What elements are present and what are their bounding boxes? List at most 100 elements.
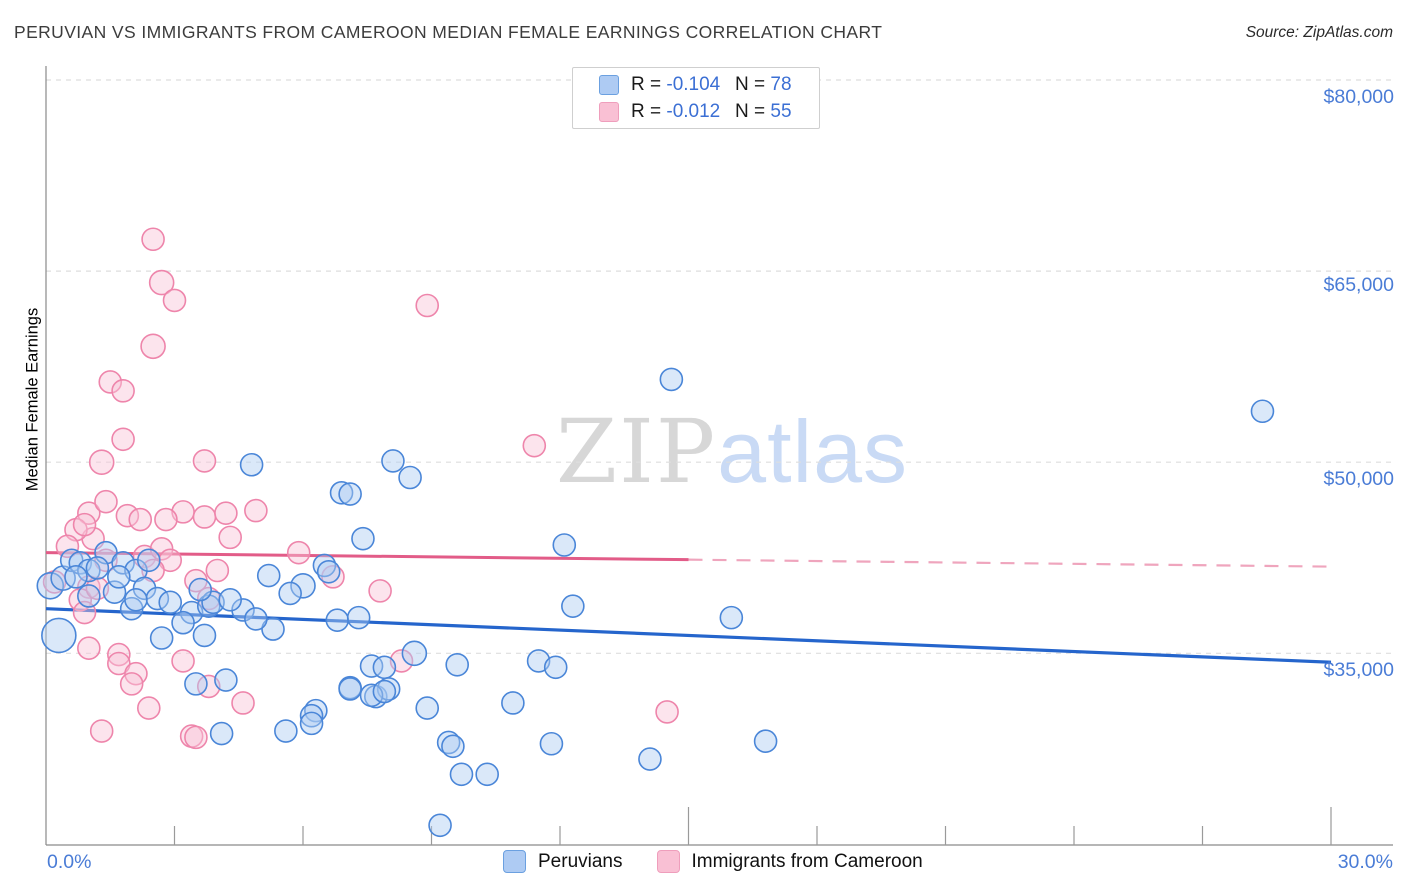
data-point-peruvians[interactable]: [351, 526, 375, 551]
data-point-peruvians[interactable]: [501, 691, 525, 715]
data-point-peruvians[interactable]: [401, 640, 428, 667]
data-point-peruvians[interactable]: [137, 548, 161, 573]
data-point-peruvians[interactable]: [312, 553, 337, 578]
data-point-cameroon[interactable]: [111, 427, 135, 452]
data-point-peruvians[interactable]: [659, 367, 684, 392]
data-point-peruvians[interactable]: [338, 482, 362, 506]
data-point-peruvians[interactable]: [111, 551, 135, 575]
data-point-peruvians[interactable]: [218, 587, 242, 612]
data-point-peruvians[interactable]: [552, 533, 577, 557]
data-point-cameroon[interactable]: [119, 672, 144, 696]
data-point-peruvians[interactable]: [278, 581, 302, 606]
data-point-peruvians[interactable]: [149, 626, 174, 650]
data-point-peruvians[interactable]: [372, 679, 397, 704]
data-point-peruvians[interactable]: [475, 762, 499, 787]
data-point-peruvians[interactable]: [184, 672, 208, 696]
data-point-peruvians[interactable]: [188, 577, 212, 602]
data-point-peruvians[interactable]: [290, 572, 316, 599]
data-point-cameroon[interactable]: [368, 579, 392, 603]
data-point-cameroon[interactable]: [107, 651, 131, 676]
data-point-peruvians[interactable]: [359, 654, 384, 678]
data-point-cameroon[interactable]: [115, 503, 140, 528]
data-point-cameroon[interactable]: [154, 507, 178, 532]
data-point-peruvians[interactable]: [64, 565, 88, 589]
data-point-cameroon[interactable]: [132, 544, 157, 569]
data-point-peruvians[interactable]: [85, 556, 110, 580]
data-point-peruvians[interactable]: [325, 608, 350, 632]
data-point-peruvians[interactable]: [244, 607, 268, 631]
data-point-cameroon[interactable]: [89, 719, 114, 743]
data-point-peruvians[interactable]: [124, 587, 148, 612]
r-stat-cameroon: R = -0.012: [631, 101, 735, 123]
data-point-peruvians[interactable]: [441, 734, 465, 759]
data-point-peruvians[interactable]: [171, 610, 195, 635]
data-point-cameroon[interactable]: [77, 636, 101, 661]
data-point-cameroon[interactable]: [192, 449, 217, 473]
data-point-cameroon[interactable]: [141, 227, 165, 252]
data-point-peruvians[interactable]: [753, 729, 778, 754]
data-point-peruvians[interactable]: [372, 655, 397, 680]
data-point-peruvians[interactable]: [543, 655, 568, 680]
data-point-cameroon[interactable]: [55, 534, 80, 559]
data-point-peruvians[interactable]: [338, 677, 362, 701]
data-point-peruvians[interactable]: [1250, 399, 1275, 424]
data-point-cameroon[interactable]: [107, 642, 131, 667]
legend-item-peruvians[interactable]: Peruvians: [503, 850, 623, 873]
data-point-peruvians[interactable]: [638, 747, 662, 771]
data-point-cameroon[interactable]: [522, 433, 547, 458]
legend-item-cameroon[interactable]: Immigrants from Cameroon: [656, 850, 923, 873]
data-point-cameroon[interactable]: [111, 379, 135, 403]
data-point-peruvians[interactable]: [539, 731, 564, 756]
data-point-peruvians[interactable]: [299, 703, 324, 728]
data-point-cameroon[interactable]: [88, 449, 115, 476]
data-point-cameroon[interactable]: [655, 700, 679, 724]
data-point-cameroon[interactable]: [162, 288, 187, 313]
data-point-peruvians[interactable]: [415, 696, 440, 720]
data-point-cameroon[interactable]: [205, 558, 230, 583]
data-point-peruvians[interactable]: [346, 605, 371, 630]
data-point-peruvians[interactable]: [436, 730, 461, 755]
data-point-peruvians[interactable]: [449, 762, 474, 787]
data-point-peruvians[interactable]: [77, 558, 101, 583]
data-point-cameroon[interactable]: [286, 540, 311, 565]
data-point-peruvians[interactable]: [209, 721, 234, 746]
data-point-peruvians[interactable]: [428, 813, 452, 838]
data-point-peruvians[interactable]: [256, 563, 281, 588]
data-point-peruvians[interactable]: [719, 605, 744, 630]
data-point-peruvians[interactable]: [329, 480, 354, 505]
data-point-peruvians[interactable]: [299, 711, 324, 736]
data-point-cameroon[interactable]: [98, 370, 123, 394]
data-point-peruvians[interactable]: [192, 623, 217, 648]
data-point-peruvians[interactable]: [77, 584, 101, 608]
data-point-cameroon[interactable]: [137, 696, 161, 720]
data-point-cameroon[interactable]: [94, 489, 118, 514]
data-point-peruvians[interactable]: [102, 580, 127, 604]
data-point-peruvians[interactable]: [158, 590, 183, 615]
data-point-peruvians[interactable]: [41, 617, 77, 654]
data-point-cameroon[interactable]: [72, 512, 97, 537]
data-point-cameroon[interactable]: [184, 725, 208, 750]
data-point-peruvians[interactable]: [274, 719, 298, 743]
data-point-cameroon[interactable]: [171, 649, 195, 673]
data-point-cameroon[interactable]: [415, 293, 440, 318]
data-point-cameroon[interactable]: [231, 691, 255, 715]
data-point-cameroon[interactable]: [140, 333, 166, 360]
data-point-peruvians[interactable]: [239, 452, 264, 477]
data-point-peruvians[interactable]: [561, 594, 585, 618]
data-point-peruvians[interactable]: [398, 465, 422, 490]
data-point-peruvians[interactable]: [359, 683, 384, 708]
data-point-cameroon[interactable]: [192, 505, 217, 529]
data-point-peruvians[interactable]: [445, 652, 470, 677]
data-point-peruvians[interactable]: [214, 668, 238, 692]
data-point-cameroon[interactable]: [148, 269, 175, 296]
data-point-peruvians[interactable]: [316, 559, 341, 584]
data-point-cameroon[interactable]: [244, 498, 268, 523]
data-point-peruvians[interactable]: [36, 571, 65, 600]
data-point-peruvians[interactable]: [107, 565, 131, 589]
data-point-peruvians[interactable]: [261, 617, 285, 641]
data-point-cameroon[interactable]: [218, 525, 242, 550]
data-point-cameroon[interactable]: [214, 501, 238, 525]
data-point-peruvians[interactable]: [381, 449, 405, 473]
data-point-cameroon[interactable]: [128, 507, 153, 532]
